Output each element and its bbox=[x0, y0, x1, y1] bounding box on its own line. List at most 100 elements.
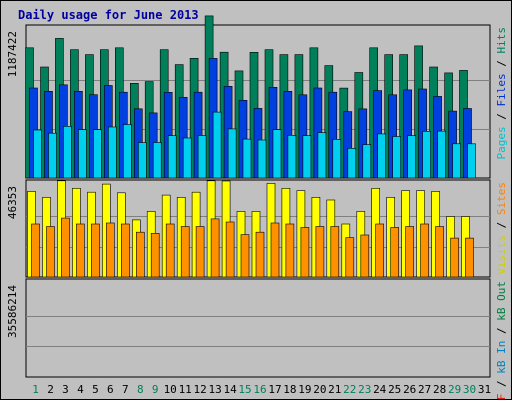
bar-sites-day-24 bbox=[375, 223, 385, 278]
day-label-4: 4 bbox=[77, 383, 84, 396]
bar-sites-day-19 bbox=[300, 227, 310, 278]
day-label-22: 22 bbox=[343, 383, 356, 396]
bar-sites-day-21 bbox=[330, 226, 340, 278]
bar-sites-day-17 bbox=[270, 222, 280, 278]
bar-sites-day-11 bbox=[180, 226, 190, 278]
bar-pages-day-29 bbox=[452, 143, 461, 179]
bar-pages-day-3 bbox=[63, 126, 72, 179]
bar-pages-day-23 bbox=[362, 144, 372, 179]
day-label-28: 28 bbox=[433, 383, 446, 396]
day-label-11: 11 bbox=[179, 383, 192, 396]
bar-sites-day-20 bbox=[315, 226, 325, 278]
day-label-25: 25 bbox=[388, 383, 401, 396]
bar-pages-day-5 bbox=[93, 129, 102, 179]
bar-sites-day-25 bbox=[390, 227, 400, 278]
bar-sites-day-4 bbox=[76, 223, 85, 278]
bar-pages-day-17 bbox=[272, 129, 282, 179]
panel-hits: 1187422 Pages / Files / Hits bbox=[6, 15, 508, 179]
day-label-17: 17 bbox=[268, 383, 281, 396]
bar-sites-day-1 bbox=[31, 223, 40, 278]
day-label-19: 19 bbox=[298, 383, 311, 396]
bar-pages-day-1 bbox=[33, 129, 42, 179]
day-label-5: 5 bbox=[92, 383, 99, 396]
day-label-23: 23 bbox=[358, 383, 371, 396]
bar-sites-day-3 bbox=[61, 217, 70, 278]
day-label-9: 9 bbox=[152, 383, 159, 396]
day-label-20: 20 bbox=[313, 383, 326, 396]
bar-sites-day-14 bbox=[225, 221, 235, 278]
bar-pages-day-22 bbox=[347, 148, 357, 179]
bar-sites-day-27 bbox=[420, 223, 429, 278]
panel-kbytes-frame bbox=[25, 278, 491, 378]
panel-hits-legend: Pages / Files / Hits bbox=[495, 27, 508, 160]
day-label-24: 24 bbox=[373, 383, 387, 396]
bar-sites-day-12 bbox=[195, 226, 205, 278]
day-label-16: 16 bbox=[253, 383, 266, 396]
bar-pages-day-28 bbox=[437, 130, 446, 179]
panel-kbytes-max-label: 35586214 bbox=[6, 285, 19, 338]
bar-pages-day-26 bbox=[407, 135, 417, 179]
bar-pages-day-18 bbox=[287, 135, 297, 179]
bar-pages-day-6 bbox=[108, 126, 117, 179]
legend-separator: / bbox=[495, 374, 508, 394]
day-label-30: 30 bbox=[463, 383, 476, 396]
panel-hits-max-label: 1187422 bbox=[6, 31, 19, 77]
bar-pages-day-8 bbox=[138, 142, 147, 179]
bar-pages-day-14 bbox=[227, 128, 237, 179]
day-label-14: 14 bbox=[223, 383, 237, 396]
day-label-6: 6 bbox=[107, 383, 114, 396]
bar-sites-day-10 bbox=[165, 223, 175, 278]
bar-sites-day-13 bbox=[210, 218, 220, 278]
bar-pages-day-20 bbox=[317, 132, 327, 179]
legend-visits: Visits bbox=[495, 235, 508, 275]
bar-sites-day-6 bbox=[106, 222, 115, 278]
bar-pages-day-16 bbox=[257, 139, 267, 179]
bar-sites-day-2 bbox=[46, 226, 55, 278]
bar-pages-day-12 bbox=[197, 135, 207, 179]
bar-sites-day-26 bbox=[405, 226, 415, 278]
legend-separator: / bbox=[495, 107, 508, 127]
bar-sites-day-9 bbox=[150, 233, 160, 278]
legend-kb-out: kB Out bbox=[495, 281, 508, 321]
bar-sites-day-28 bbox=[435, 226, 444, 278]
legend-separator: / bbox=[495, 54, 508, 74]
bar-sites-day-16 bbox=[255, 231, 265, 278]
legend-hits: Hits bbox=[495, 27, 508, 54]
day-label-15: 15 bbox=[238, 383, 251, 396]
panel-visits-legend: Visits / Sites bbox=[495, 182, 508, 275]
panel-kbytes: 35586214 kB F / kB In / kB Out bbox=[6, 278, 508, 400]
day-label-31: 31 bbox=[478, 383, 491, 396]
day-label-8: 8 bbox=[137, 383, 144, 396]
day-label-10: 10 bbox=[164, 383, 177, 396]
day-label-12: 12 bbox=[193, 383, 206, 396]
bar-pages-day-27 bbox=[422, 131, 431, 179]
bar-pages-day-10 bbox=[167, 135, 177, 179]
day-label-26: 26 bbox=[403, 383, 416, 396]
bar-pages-day-19 bbox=[302, 135, 312, 179]
day-label-3: 3 bbox=[62, 383, 69, 396]
bar-sites-day-18 bbox=[285, 223, 295, 278]
bar-pages-day-4 bbox=[78, 129, 87, 179]
bar-pages-day-15 bbox=[242, 138, 252, 179]
bar-pages-day-11 bbox=[182, 137, 192, 179]
bar-sites-day-7 bbox=[121, 223, 130, 278]
day-label-7: 7 bbox=[122, 383, 129, 396]
bar-sites-day-30 bbox=[465, 237, 474, 278]
bar-sites-day-29 bbox=[450, 237, 459, 278]
legend-kb-f: kB F bbox=[495, 394, 508, 400]
panel-visits: 46353 Visits / Sites bbox=[6, 179, 508, 278]
panel-kbytes-legend: kB F / kB In / kB Out bbox=[495, 281, 508, 400]
panel-visits-max-label: 46353 bbox=[6, 186, 19, 219]
day-label-18: 18 bbox=[283, 383, 296, 396]
chart-title: Daily usage for June 2013 bbox=[18, 8, 199, 22]
day-label-1: 1 bbox=[32, 383, 39, 396]
day-label-27: 27 bbox=[418, 383, 431, 396]
bar-pages-day-9 bbox=[152, 142, 162, 179]
bar-sites-day-22 bbox=[345, 237, 355, 278]
bar-sites-day-15 bbox=[240, 234, 250, 278]
legend-sites: Sites bbox=[495, 182, 508, 215]
day-label-13: 13 bbox=[208, 383, 221, 396]
bar-sites-day-8 bbox=[136, 231, 145, 278]
bar-pages-day-7 bbox=[123, 124, 132, 179]
